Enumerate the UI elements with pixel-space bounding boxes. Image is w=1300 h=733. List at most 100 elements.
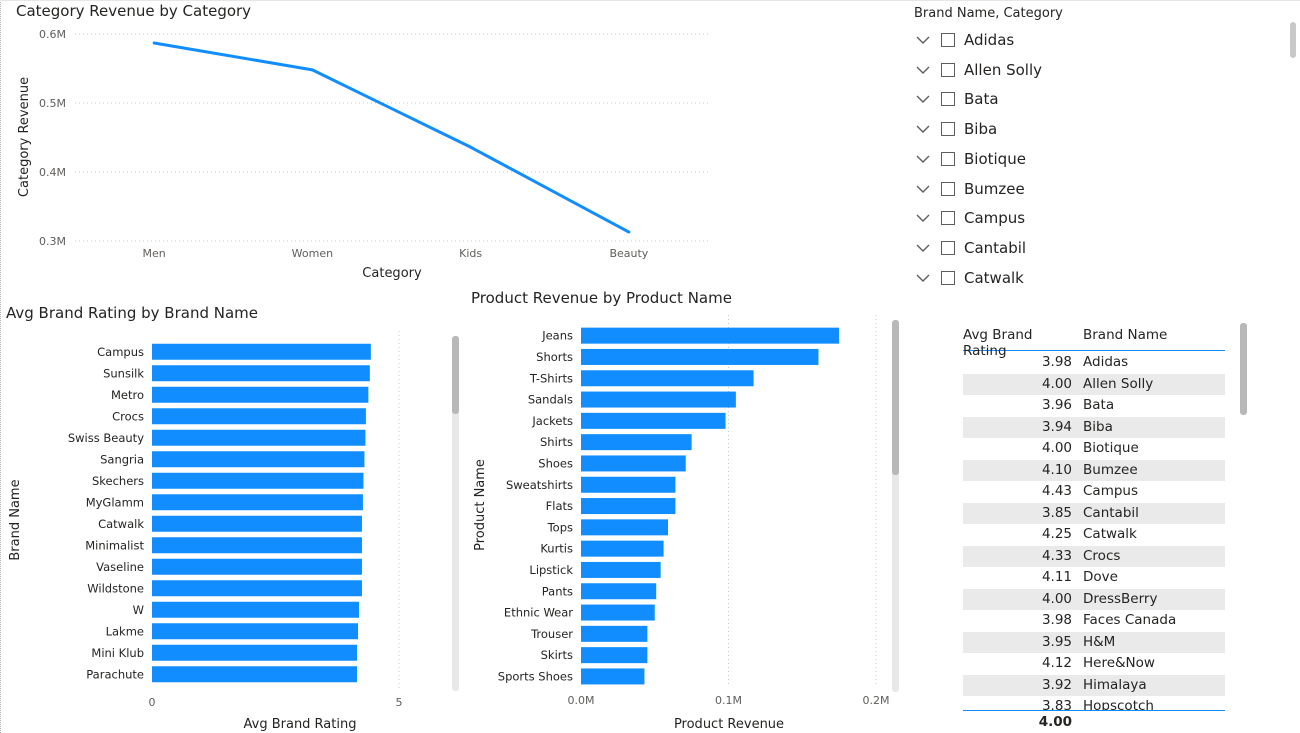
bar[interactable] [152,451,365,468]
header-brand-name[interactable]: Brand Name [1083,327,1168,343]
table-row[interactable]: 3.95 H&M [963,631,1225,653]
table-row[interactable]: 4.11 Dove [963,567,1225,589]
slicer-item[interactable]: Adidas [915,31,1245,55]
y-tick-label: 0.3M [39,235,66,248]
chart-scrollbar-thumb[interactable] [452,336,459,414]
chart-scrollbar-thumb[interactable] [892,320,899,475]
bar[interactable] [152,558,362,575]
chevron-down-icon[interactable] [915,34,931,48]
brand-category-slicer[interactable]: Brand Name, Category Adidas Allen Solly Ba… [905,0,1300,285]
chevron-down-icon[interactable] [915,212,931,226]
bar[interactable] [581,519,669,536]
table-row[interactable]: 4.00 Allen Solly [963,373,1225,395]
checkbox[interactable] [941,151,955,166]
bar[interactable] [581,327,840,344]
chart-scrollbar-track[interactable] [452,336,459,691]
bar[interactable] [581,370,754,387]
bar[interactable] [581,625,648,642]
table-row[interactable]: 4.25 Catwalk [963,524,1225,546]
table-row[interactable]: 4.33 Crocs [963,545,1225,567]
bar[interactable] [581,561,661,578]
bar[interactable] [152,365,370,382]
bar[interactable] [581,412,726,429]
bar[interactable] [152,623,358,640]
y-tick-label: 0.4M [39,166,66,179]
bar[interactable] [152,666,358,683]
bar[interactable] [581,583,657,600]
bar[interactable] [152,386,369,403]
bar[interactable] [152,537,362,554]
bar[interactable] [581,498,676,515]
bar[interactable] [152,494,363,511]
bar[interactable] [581,540,664,557]
bar[interactable] [581,476,676,493]
bar[interactable] [152,644,358,661]
table-row[interactable]: 4.00 DressBerry [963,588,1225,610]
checkbox[interactable] [941,92,955,107]
y-tick-label: Shirts [540,435,573,449]
bar[interactable] [152,343,371,360]
slicer-scrollbar[interactable] [1290,22,1296,58]
table-row[interactable]: 3.96 Bata [963,395,1225,417]
slicer-item[interactable]: Bata [915,90,1245,114]
checkbox[interactable] [941,181,955,196]
checkbox[interactable] [941,211,955,226]
bar[interactable] [581,434,692,451]
slicer-item[interactable]: Catwalk [915,269,1245,285]
table-row[interactable]: 4.12 Here&Now [963,653,1225,675]
product-revenue-bar-chart[interactable]: Product Revenue by Product Name 0.0M 0.1M… [465,285,905,733]
table-row[interactable]: 3.92 Himalaya [963,674,1225,696]
avg-brand-rating-bar-chart[interactable]: Avg Brand Rating by Brand Name 0 5 Campus S… [0,300,470,733]
table-row[interactable]: 3.98 Adidas [963,352,1225,374]
cell-avg-brand-rating: 3.98 [1041,354,1072,370]
table-row[interactable]: 4.43 Campus [963,481,1225,503]
chevron-down-icon[interactable] [915,183,931,197]
brand-rating-table[interactable]: Avg Brand Rating Brand Name 3.98 Adidas 4.… [960,318,1260,733]
bar[interactable] [152,472,364,489]
bar[interactable] [581,647,648,664]
checkbox[interactable] [941,270,955,285]
table-row[interactable]: 3.94 Biba [963,416,1225,438]
category-revenue-line-chart[interactable]: Category Revenue by Category 0.3M 0.4M 0.5… [0,0,720,290]
bar[interactable] [152,580,362,597]
bar[interactable] [581,668,645,685]
checkbox[interactable] [941,62,955,77]
data-point[interactable] [627,230,631,234]
table-row[interactable]: 4.10 Bumzee [963,459,1225,481]
slicer-item[interactable]: Campus [915,209,1245,233]
checkbox[interactable] [941,122,955,137]
chevron-down-icon[interactable] [915,153,931,167]
chevron-down-icon[interactable] [915,64,931,78]
table-row[interactable]: 3.98 Faces Canada [963,610,1225,632]
chevron-down-icon[interactable] [915,272,931,285]
table-row[interactable]: 4.00 Biotique [963,438,1225,460]
bar[interactable] [581,391,736,408]
series-line[interactable] [153,41,630,234]
y-tick-label: Ethnic Wear [504,606,573,620]
bar[interactable] [152,515,362,532]
bar[interactable] [581,455,686,472]
cell-brand-name: Allen Solly [1083,375,1154,392]
slicer-item[interactable]: Cantabil [915,239,1245,263]
checkbox[interactable] [941,33,955,47]
checkbox[interactable] [941,240,955,255]
chevron-down-icon[interactable] [915,242,931,256]
table-scrollbar[interactable] [1240,323,1247,415]
slicer-item[interactable]: Bumzee [915,180,1245,204]
chevron-down-icon[interactable] [915,123,931,137]
slicer-item[interactable]: Biotique [915,150,1245,174]
slicer-item[interactable]: Biba [915,120,1245,144]
cell-avg-brand-rating: 4.00 [1041,375,1072,392]
chevron-down-icon[interactable] [915,93,931,107]
table-row[interactable]: 3.85 Cantabil [963,502,1225,524]
bar[interactable] [152,408,366,425]
data-point[interactable] [469,145,473,149]
bar[interactable] [581,604,655,621]
bar[interactable] [581,348,819,365]
slicer-item[interactable]: Allen Solly [915,61,1245,85]
data-point[interactable] [310,68,314,72]
header-avg-brand-rating[interactable]: Avg Brand Rating [963,327,1033,359]
bar[interactable] [152,601,359,618]
bar[interactable] [152,429,366,446]
data-point[interactable] [152,41,156,45]
